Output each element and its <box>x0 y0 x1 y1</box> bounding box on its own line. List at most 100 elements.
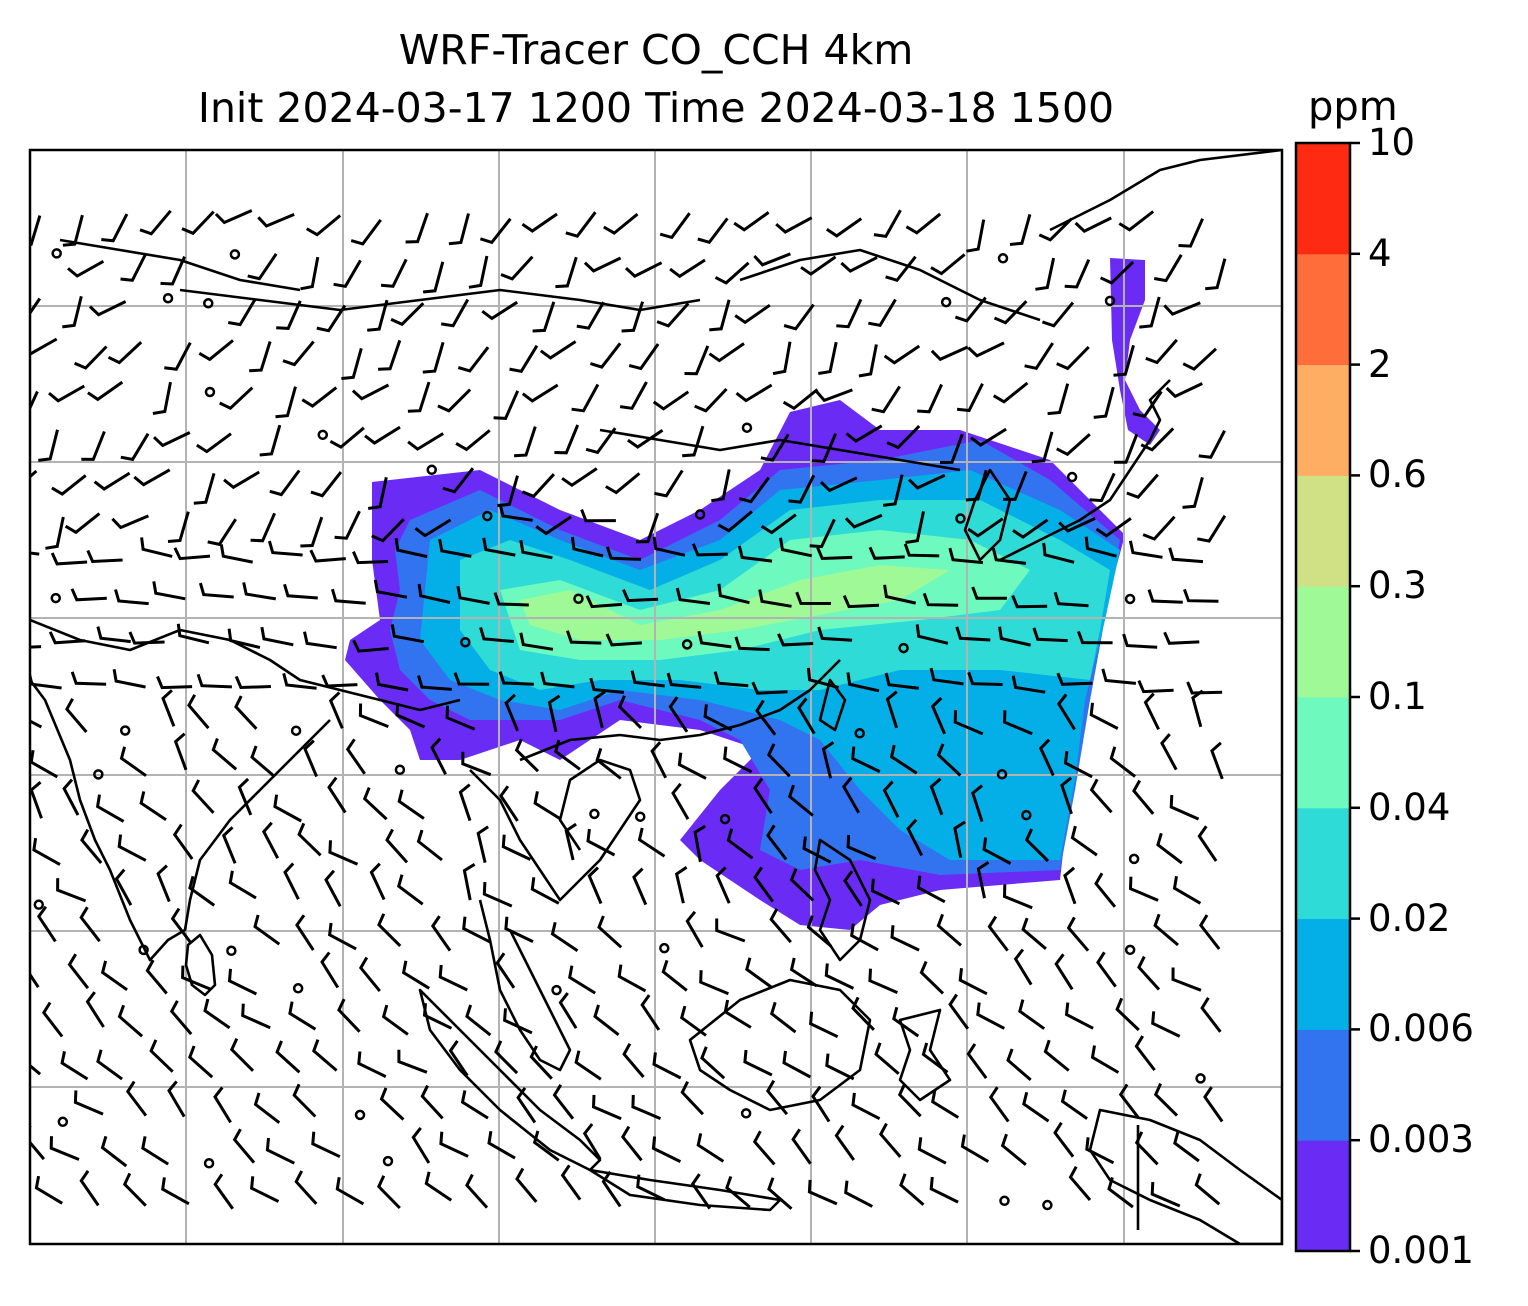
wind-barb <box>1109 746 1137 778</box>
wind-barb <box>88 300 127 317</box>
colorbar-bin-6 <box>1296 475 1350 587</box>
wind-barb <box>992 381 1029 404</box>
wind-barb <box>870 878 901 906</box>
wind-barb <box>335 1176 365 1206</box>
wind-barb <box>167 1080 186 1118</box>
wind-barb <box>789 957 818 988</box>
wind-barb <box>1060 1089 1088 1120</box>
wind-barb <box>267 540 303 557</box>
wind-barb <box>422 341 445 374</box>
wind-barb <box>176 623 210 645</box>
wind-barb <box>651 1136 682 1163</box>
wind-barb <box>70 588 107 602</box>
wind-barb <box>48 631 86 645</box>
calm-wind-marker <box>394 764 406 775</box>
wind-barb <box>1002 710 1033 736</box>
wind-barb <box>521 212 558 233</box>
wind-barb <box>766 743 791 778</box>
wind-barb <box>219 386 254 410</box>
wind-barb <box>1011 595 1048 609</box>
new-guinea <box>1088 1108 1282 1244</box>
wind-barb <box>316 304 347 333</box>
wind-barb <box>241 1003 271 1030</box>
wind-barb <box>834 1124 856 1161</box>
calm-wind-marker <box>138 944 149 956</box>
wind-barb <box>976 861 990 899</box>
wind-barb <box>498 671 534 686</box>
wind-barb <box>73 1090 104 1116</box>
wind-barb <box>967 671 1003 686</box>
wind-barb <box>818 341 838 375</box>
wind-barb <box>734 303 771 325</box>
wind-barb <box>699 970 729 996</box>
colorbar-unit: ppm <box>1308 84 1398 130</box>
calm-wind-marker <box>482 510 493 522</box>
wind-barb <box>753 252 791 267</box>
wind-barb <box>282 340 315 367</box>
colorbar-tick-label: 4 <box>1368 231 1392 275</box>
calm-wind-marker <box>290 725 302 736</box>
wind-barb <box>422 1003 453 1030</box>
wind-barb <box>438 964 468 992</box>
wind-barb <box>713 671 749 688</box>
wind-barb <box>630 670 665 688</box>
wind-barb <box>783 303 815 331</box>
wind-barb <box>1139 296 1161 329</box>
wind-barb <box>948 547 984 565</box>
wind-barb <box>405 212 429 244</box>
wind-barb <box>593 690 606 729</box>
wind-barb <box>696 1133 725 1163</box>
wind-barb <box>128 631 165 645</box>
wind-barb <box>265 1137 295 1165</box>
wind-barb <box>333 259 362 288</box>
interior-border-1 <box>179 288 701 312</box>
wind-barb <box>617 964 647 993</box>
wind-barb <box>1035 257 1056 291</box>
interior-border-2 <box>59 238 301 292</box>
calm-wind-marker <box>51 248 62 259</box>
wind-barb <box>715 866 731 904</box>
wind-barb <box>1163 631 1200 645</box>
wind-barb <box>1128 540 1163 559</box>
wind-barb <box>622 1042 645 1078</box>
wind-barb <box>845 424 883 443</box>
wind-barb <box>119 746 147 777</box>
wind-barb <box>107 341 143 365</box>
wind-barb <box>1056 672 1093 686</box>
wind-barb <box>117 1004 144 1038</box>
wind-barb <box>367 476 388 510</box>
wind-barb <box>694 387 728 413</box>
wind-barb <box>161 689 176 727</box>
wind-barb <box>1107 1176 1134 1209</box>
wind-barb <box>514 426 537 458</box>
wind-barb <box>1024 828 1050 863</box>
wind-barb <box>1172 876 1202 905</box>
wind-barb <box>903 543 940 558</box>
wind-barb <box>1115 997 1140 1032</box>
wind-barb <box>671 782 690 820</box>
wind-barb <box>292 1083 317 1118</box>
wind-barb <box>1147 589 1183 604</box>
wind-barb <box>1182 588 1219 603</box>
wind-barb <box>416 829 443 862</box>
wind-barb <box>1054 953 1074 991</box>
wind-barb <box>257 213 295 228</box>
wind-barb <box>219 544 253 564</box>
wind-barb <box>1089 702 1119 730</box>
calm-wind-marker <box>955 513 966 524</box>
wind-barb <box>397 1049 428 1074</box>
wind-barb <box>482 537 516 557</box>
wind-barb <box>966 219 986 253</box>
wind-barb <box>586 828 616 857</box>
wind-barb <box>589 677 625 694</box>
calm-wind-marker <box>317 429 329 441</box>
wind-barb <box>259 424 282 457</box>
wind-barb <box>305 214 342 237</box>
colorbar-bin-8 <box>1296 253 1350 366</box>
wind-barb <box>161 1177 190 1206</box>
wind-barb <box>227 968 258 996</box>
wind-barb <box>232 1128 256 1164</box>
wind-barb <box>187 694 210 730</box>
wind-barb <box>991 547 1027 565</box>
wind-barb <box>953 710 984 736</box>
